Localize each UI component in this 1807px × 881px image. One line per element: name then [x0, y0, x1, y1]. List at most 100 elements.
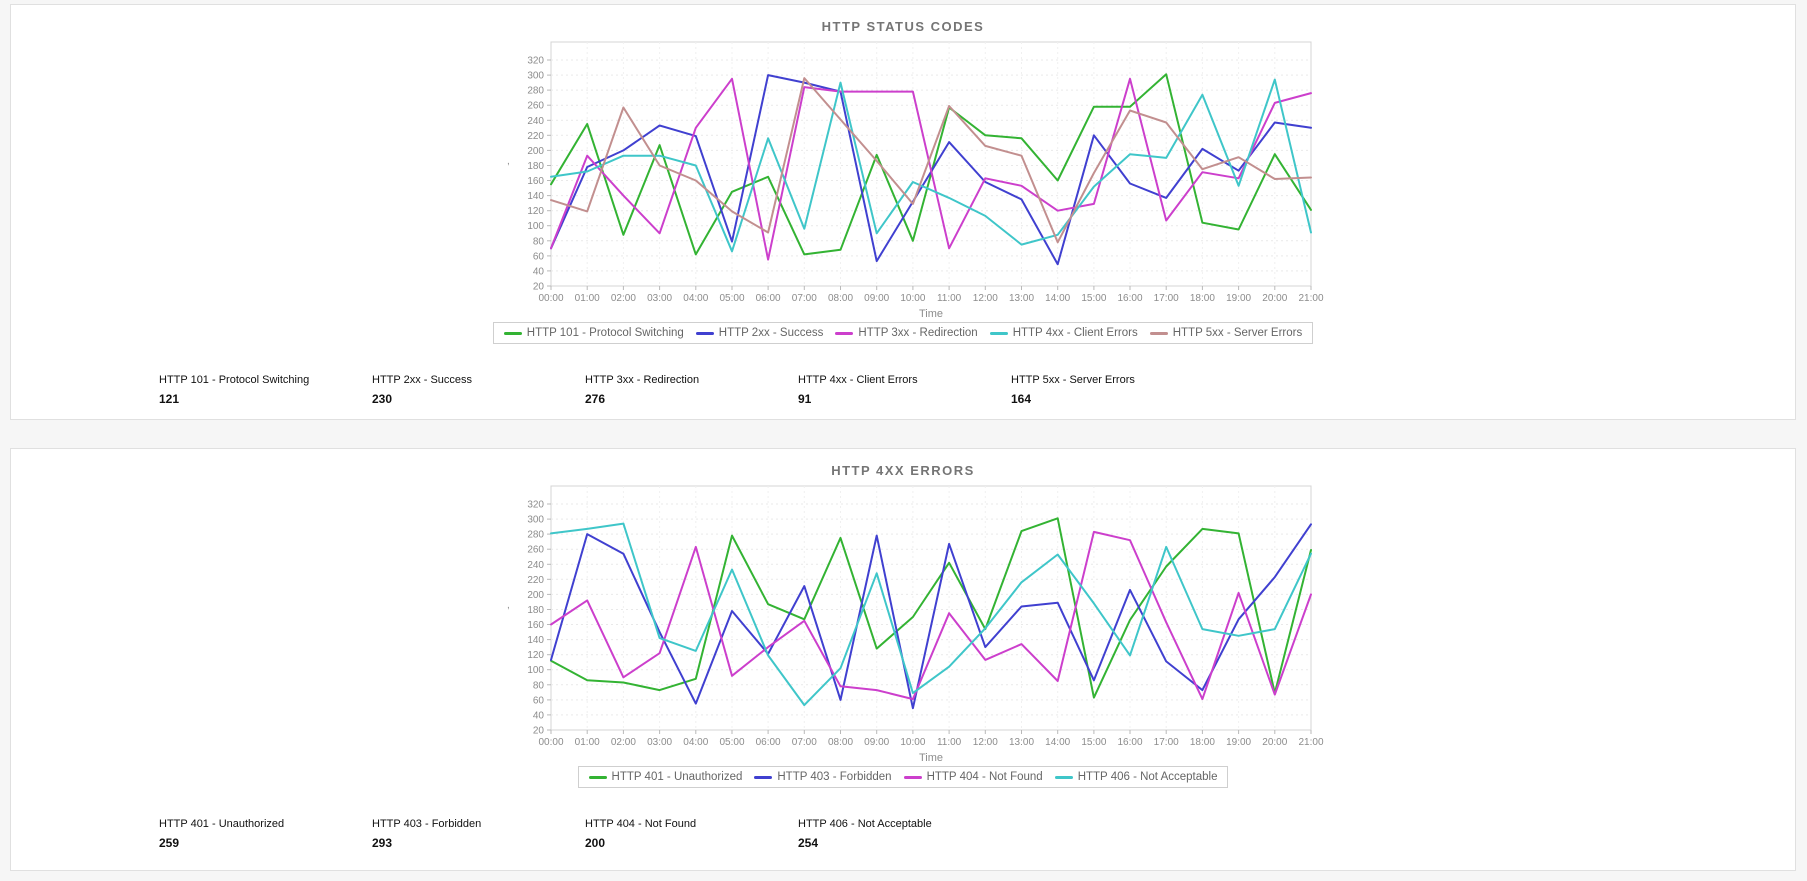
- svg-text:240: 240: [527, 560, 544, 571]
- stats-row: HTTP 401 - Unauthorized 259 HTTP 403 - For…: [11, 818, 1795, 850]
- svg-text:13:00: 13:00: [1009, 293, 1034, 304]
- stat-http-4xx-client-errors: HTTP 4xx - Client Errors 91: [798, 374, 1011, 406]
- svg-text:08:00: 08:00: [828, 737, 853, 748]
- stat-http-403-forbidden: HTTP 403 - Forbidden 293: [372, 818, 585, 850]
- stat-label: HTTP 101 - Protocol Switching: [159, 374, 310, 386]
- stat-http-2xx-success: HTTP 2xx - Success 230: [372, 374, 585, 406]
- series-line-http-404-not-found: [550, 530, 1312, 701]
- svg-text:09:00: 09:00: [864, 293, 889, 304]
- series-line-http-401-unauthorized: [550, 517, 1312, 699]
- stat-value: 230: [372, 392, 393, 406]
- svg-text:240: 240: [527, 116, 544, 127]
- stat-label: HTTP 404 - Not Found: [585, 818, 697, 830]
- svg-text:260: 260: [527, 545, 544, 556]
- svg-text:21:00: 21:00: [1298, 737, 1323, 748]
- legend-swatch: [835, 331, 854, 335]
- stat-label: HTTP 403 - Forbidden: [372, 818, 482, 830]
- stat-value: 276: [585, 392, 606, 406]
- http-4xx-errors-panel: HTTP 4XX ERRORS 20 40 60 80 100 120 140 160 180 2…: [10, 448, 1796, 871]
- svg-text:180: 180: [527, 161, 544, 172]
- svg-text:18:00: 18:00: [1190, 737, 1215, 748]
- svg-text:10:00: 10:00: [900, 293, 925, 304]
- svg-text:00:00: 00:00: [538, 293, 563, 304]
- stat-value: 164: [1011, 392, 1032, 406]
- legend-swatch: [588, 775, 607, 779]
- stat-value: 259: [159, 836, 180, 850]
- svg-text:140: 140: [527, 191, 544, 202]
- svg-text:02:00: 02:00: [611, 293, 636, 304]
- stat-value: 91: [798, 392, 812, 406]
- legend-item-http-404-not-found[interactable]: HTTP 404 - Not Found: [903, 771, 1043, 783]
- legend-label: HTTP 403 - Forbidden: [777, 771, 892, 783]
- legend-label: HTTP 2xx - Success: [718, 327, 824, 339]
- legend-label: HTTP 101 - Protocol Switching: [526, 327, 684, 339]
- svg-text:40: 40: [533, 710, 545, 721]
- svg-text:14:00: 14:00: [1045, 293, 1070, 304]
- series-line-http-5xx-server-errors: [550, 77, 1312, 244]
- svg-text:04:00: 04:00: [683, 293, 708, 304]
- svg-text:15:00: 15:00: [1081, 737, 1106, 748]
- stats-row: HTTP 101 - Protocol Switching 121 HTTP 2xx…: [11, 374, 1795, 406]
- svg-text:05:00: 05:00: [719, 293, 744, 304]
- svg-text:280: 280: [527, 86, 544, 97]
- svg-text:18:00: 18:00: [1190, 293, 1215, 304]
- stat-value: 293: [372, 836, 393, 850]
- stat-http-404-not-found: HTTP 404 - Not Found 200: [585, 818, 798, 850]
- legend-box: HTTP 401 - Unauthorized HTTP 403 - Forbid…: [577, 766, 1229, 788]
- stat-label: HTTP 401 - Unauthorized: [159, 818, 285, 830]
- legend-item-http-406-not-acceptable[interactable]: HTTP 406 - Not Acceptable: [1054, 771, 1218, 783]
- legend-swatch: [695, 331, 714, 335]
- stat-label: HTTP 406 - Not Acceptable: [798, 818, 932, 830]
- svg-text:21:00: 21:00: [1298, 293, 1323, 304]
- stat-label: HTTP 4xx - Client Errors: [798, 374, 918, 386]
- legend-item-http-401-unauthorized[interactable]: HTTP 401 - Unauthorized: [588, 771, 742, 783]
- svg-text:220: 220: [527, 575, 544, 586]
- svg-text:120: 120: [527, 650, 544, 661]
- legend-item-http-403-forbidden[interactable]: HTTP 403 - Forbidden: [754, 771, 892, 783]
- svg-text:16:00: 16:00: [1117, 737, 1142, 748]
- legend-item-http-2xx-success[interactable]: HTTP 2xx - Success: [695, 327, 824, 339]
- svg-text:120: 120: [527, 206, 544, 217]
- svg-text:20: 20: [533, 726, 545, 737]
- legend-swatch: [1054, 775, 1073, 779]
- legend-label: HTTP 406 - Not Acceptable: [1077, 771, 1218, 783]
- legend-item-http-4xx-client-errors[interactable]: HTTP 4xx - Client Errors: [989, 327, 1138, 339]
- legend-item-http-3xx-redirection[interactable]: HTTP 3xx - Redirection: [835, 327, 978, 339]
- svg-text:180: 180: [527, 605, 544, 616]
- svg-text:04:00: 04:00: [683, 737, 708, 748]
- svg-text:60: 60: [533, 251, 545, 262]
- legend-swatch: [754, 775, 773, 779]
- svg-text:07:00: 07:00: [792, 293, 817, 304]
- series-line-http-4xx-client-errors: [550, 78, 1312, 253]
- svg-text:01:00: 01:00: [575, 293, 600, 304]
- stat-label: HTTP 3xx - Redirection: [585, 374, 700, 386]
- svg-text:10:00: 10:00: [900, 737, 925, 748]
- http-status-codes-panel: HTTP STATUS CODES 20 40 60 80 100 120 140 160 18…: [10, 4, 1796, 420]
- legend-swatch: [1149, 331, 1168, 335]
- svg-text:200: 200: [527, 146, 544, 157]
- series-line-http-406-not-acceptable: [550, 522, 1312, 707]
- legend-label: HTTP 404 - Not Found: [926, 771, 1043, 783]
- svg-text:320: 320: [527, 500, 544, 511]
- stat-http-406-not-acceptable: HTTP 406 - Not Acceptable 254: [798, 818, 1011, 850]
- svg-text:220: 220: [527, 131, 544, 142]
- svg-text:17:00: 17:00: [1154, 737, 1179, 748]
- stat-http-3xx-redirection: HTTP 3xx - Redirection 276: [585, 374, 798, 406]
- svg-text:06:00: 06:00: [756, 293, 781, 304]
- legend-box: HTTP 101 - Protocol Switching HTTP 2xx - …: [492, 322, 1314, 344]
- y-axis-title: ,: [507, 600, 510, 611]
- chart-widget: HTTP STATUS CODES 20 40 60 80 100 120 140 160 18…: [473, 5, 1333, 344]
- svg-text:80: 80: [533, 680, 545, 691]
- svg-text:80: 80: [533, 236, 545, 247]
- svg-text:60: 60: [533, 695, 545, 706]
- chart-title: HTTP STATUS CODES: [821, 19, 985, 34]
- legend-item-http-101-protocol-switching[interactable]: HTTP 101 - Protocol Switching: [503, 327, 684, 339]
- stat-http-101-protocol-switching: HTTP 101 - Protocol Switching 121: [159, 374, 372, 406]
- svg-text:00:00: 00:00: [538, 737, 563, 748]
- stat-value: 254: [798, 836, 819, 850]
- svg-text:13:00: 13:00: [1009, 737, 1034, 748]
- svg-text:160: 160: [527, 176, 544, 187]
- svg-text:03:00: 03:00: [647, 737, 672, 748]
- legend-item-http-5xx-server-errors[interactable]: HTTP 5xx - Server Errors: [1149, 327, 1302, 339]
- svg-text:06:00: 06:00: [756, 737, 781, 748]
